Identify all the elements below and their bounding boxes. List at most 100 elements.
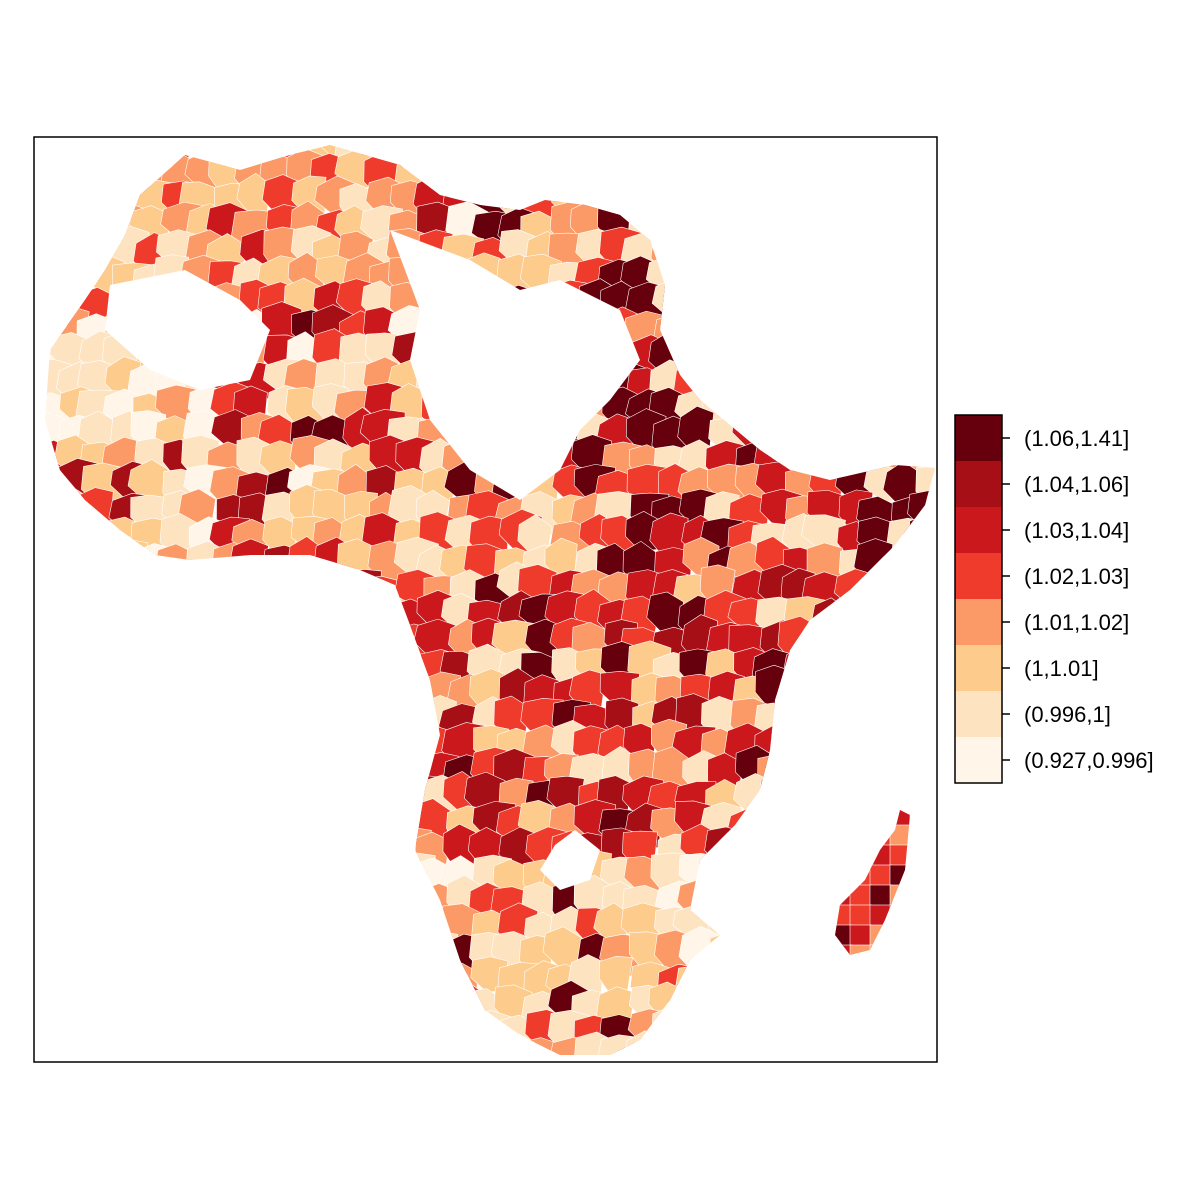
no-data-western-sahara: [105, 270, 270, 390]
map-region: [934, 174, 935, 220]
map-region: [832, 315, 874, 361]
map-region: [938, 1034, 976, 1080]
map-region: [782, 379, 827, 431]
map-region: [73, 723, 114, 775]
map-region: [240, 853, 276, 893]
map-region: [808, 649, 843, 690]
map-region: [783, 906, 824, 955]
map-region: [157, 983, 198, 1026]
map-region: [45, 178, 69, 219]
map-region: [212, 1066, 251, 1110]
map-region: [45, 517, 68, 568]
map-region: [111, 990, 146, 1033]
map-region: [184, 1065, 224, 1105]
map-region: [835, 924, 853, 948]
no-data-areas: [105, 230, 640, 890]
map-region: [104, 1065, 148, 1108]
map-region: [849, 924, 873, 948]
map-region: [650, 178, 690, 221]
map-region: [784, 1036, 824, 1055]
map-region: [907, 490, 935, 532]
map-region: [153, 649, 193, 700]
map-region: [56, 934, 93, 970]
map-region: [345, 880, 389, 925]
map-region: [760, 180, 804, 231]
map-region: [849, 884, 873, 908]
map-region: [832, 1041, 878, 1055]
map-region: [547, 1068, 588, 1109]
map-region: [130, 855, 173, 894]
map-region: [102, 1008, 140, 1055]
map-region: [682, 175, 723, 228]
map-region: [625, 153, 663, 195]
map-region: [55, 647, 96, 692]
map-region: [316, 957, 354, 1000]
map-region: [108, 957, 143, 1007]
map-region: [51, 770, 93, 812]
map-region: [909, 360, 935, 410]
map-region: [266, 642, 306, 684]
map-region: [125, 984, 165, 1030]
map-region: [598, 1062, 641, 1103]
map-region: [704, 826, 745, 872]
map-region: [55, 723, 101, 761]
map-region: [313, 567, 352, 611]
map-region: [103, 643, 138, 690]
map-region: [344, 721, 380, 768]
map-region: [889, 924, 910, 948]
map-region: [827, 834, 871, 880]
map-region: [343, 776, 383, 823]
map-region: [909, 944, 910, 955]
map-region: [857, 1033, 897, 1055]
map-region: [697, 959, 743, 1001]
map-region: [106, 830, 146, 881]
map-region: [104, 568, 141, 611]
map-region: [909, 824, 910, 848]
map-region: [179, 722, 217, 769]
map-region: [934, 876, 935, 920]
map-region: [782, 777, 822, 824]
map-region: [446, 145, 486, 173]
map-region: [831, 964, 875, 1009]
map-region: [261, 771, 301, 820]
map-region: [161, 1012, 204, 1055]
map-region: [934, 984, 935, 1032]
map-region: [703, 987, 741, 1033]
map-region: [27, 1061, 70, 1102]
map-region: [882, 210, 922, 245]
map-region: [360, 575, 401, 624]
map-region: [832, 183, 873, 230]
map-region: [45, 1038, 74, 1055]
map-region: [77, 176, 115, 217]
map-region: [83, 1003, 125, 1046]
map-region: [884, 145, 925, 176]
map-region: [626, 1063, 663, 1107]
map-region: [50, 259, 85, 299]
map-region: [776, 258, 816, 309]
map-region: [75, 616, 112, 657]
map-region: [397, 726, 435, 767]
map-region: [880, 602, 925, 650]
map-region: [77, 801, 123, 840]
map-region: [417, 1013, 458, 1054]
map-region: [880, 330, 924, 376]
map-region: [914, 562, 935, 606]
map-region: [908, 145, 935, 174]
map-region: [858, 354, 893, 403]
map-region: [857, 624, 900, 666]
map-region: [869, 924, 893, 948]
map-region: [343, 701, 383, 743]
map-region: [284, 646, 323, 690]
map-region: [941, 804, 984, 844]
map-region: [730, 905, 775, 951]
map-region: [911, 857, 935, 895]
map-region: [204, 1013, 248, 1055]
legend-border: [954, 414, 1003, 784]
map-region: [869, 944, 893, 955]
map-region: [914, 333, 935, 382]
map-region: [705, 876, 741, 926]
map-region: [937, 907, 971, 948]
map-region: [362, 620, 405, 663]
map-region: [837, 364, 876, 409]
map-region: [364, 853, 404, 893]
